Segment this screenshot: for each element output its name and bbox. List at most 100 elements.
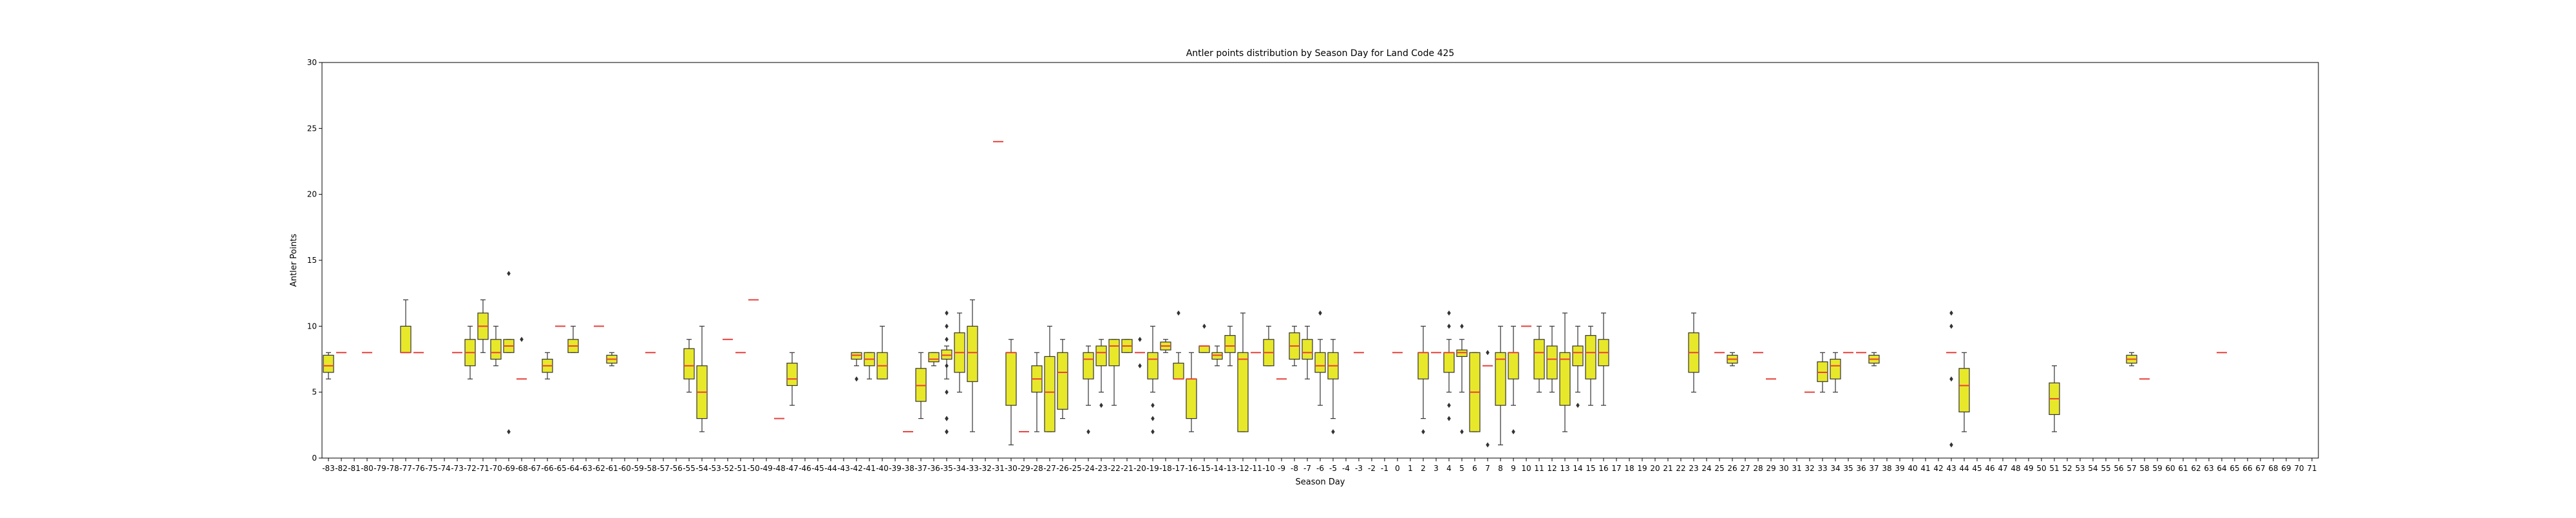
x-tick-label: 49 <box>2023 464 2033 473</box>
box-iqr <box>1817 361 1828 382</box>
chart-title: Antler points distribution by Season Day… <box>1186 48 1455 59</box>
x-tick-label: 30 <box>1779 464 1788 473</box>
x-tick-label: 36 <box>1856 464 1866 473</box>
box-iqr <box>1443 352 1455 373</box>
x-tick-label: -37 <box>914 464 927 473</box>
x-tick-label: 20 <box>1650 464 1660 473</box>
box-iqr <box>1083 352 1094 379</box>
x-tick-label: -1 <box>1381 464 1388 473</box>
box-iqr <box>1302 339 1313 360</box>
outlier-point <box>945 310 949 316</box>
box-iqr <box>1958 368 1970 412</box>
x-tick-label: 17 <box>1611 464 1621 473</box>
x-tick-label: 8 <box>1498 464 1503 473</box>
outlier-point <box>1460 323 1464 329</box>
box-iqr <box>1005 352 1017 406</box>
x-tick-label: 59 <box>2152 464 2162 473</box>
box-iqr <box>851 352 862 360</box>
x-tick-label: 35 <box>1843 464 1853 473</box>
box-iqr <box>1108 339 1120 367</box>
x-tick-label: -56 <box>670 464 683 473</box>
x-tick-label: 43 <box>1946 464 1956 473</box>
box-iqr <box>1585 335 1596 379</box>
x-tick-label: 32 <box>1804 464 1814 473</box>
x-tick-label: 0 <box>1395 464 1400 473</box>
x-tick-label: -59 <box>631 464 644 473</box>
box-iqr <box>1533 339 1545 379</box>
x-tick-label: -2 <box>1368 464 1376 473</box>
outlier-point <box>855 376 858 382</box>
x-tick-label: 57 <box>2126 464 2136 473</box>
x-tick-label: -32 <box>979 464 992 473</box>
outlier-point <box>1576 403 1580 408</box>
outlier-point <box>1460 429 1464 435</box>
x-tick-label: -24 <box>1082 464 1095 473</box>
outlier-point <box>1486 442 1490 448</box>
x-tick-label: 52 <box>2062 464 2072 473</box>
x-tick-label: -34 <box>953 464 966 473</box>
x-tick-label: -55 <box>683 464 696 473</box>
x-tick-label: 66 <box>2242 464 2252 473</box>
x-tick-label: -76 <box>412 464 425 473</box>
x-tick-label: 26 <box>1727 464 1737 473</box>
x-tick-label: 40 <box>1908 464 1917 473</box>
x-tick-label: 27 <box>1740 464 1750 473</box>
x-tick-label: 34 <box>1830 464 1840 473</box>
x-tick-label: 10 <box>1521 464 1531 473</box>
x-tick-label: -74 <box>438 464 451 473</box>
outlier-point <box>1511 429 1515 435</box>
outlier-point <box>507 271 511 276</box>
x-tick-label: 19 <box>1637 464 1647 473</box>
x-tick-label: 48 <box>2011 464 2020 473</box>
x-tick-label: -5 <box>1329 464 1337 473</box>
x-tick-label: 25 <box>1714 464 1724 473</box>
y-axis-label: Antler Points <box>289 234 299 287</box>
outlier-point <box>945 336 949 342</box>
x-tick-label: 39 <box>1895 464 1904 473</box>
x-tick-label: 37 <box>1869 464 1879 473</box>
box-iqr <box>1224 335 1236 353</box>
outlier-point <box>1447 416 1451 421</box>
box-iqr <box>1314 352 1326 373</box>
box-iqr <box>1572 345 1584 367</box>
x-tick-label: -69 <box>502 464 515 473</box>
x-tick-label: -14 <box>1211 464 1224 473</box>
x-tick-label: 16 <box>1598 464 1608 473</box>
box-iqr <box>1173 363 1184 379</box>
x-tick-label: 4 <box>1446 464 1452 473</box>
x-tick-label: -80 <box>361 464 374 473</box>
outlier-point <box>945 429 949 435</box>
x-tick-label: 64 <box>2217 464 2226 473</box>
outlier-point <box>1949 323 1953 329</box>
x-tick-label: 70 <box>2294 464 2304 473</box>
x-tick-label: 14 <box>1573 464 1582 473</box>
x-tick-label: 7 <box>1485 464 1490 473</box>
outlier-point <box>1177 310 1180 316</box>
x-tick-label: -47 <box>786 464 799 473</box>
outlier-point <box>1202 323 1206 329</box>
outlier-point <box>1151 403 1155 408</box>
x-tick-label: 38 <box>1882 464 1891 473</box>
x-tick-label: 51 <box>2049 464 2059 473</box>
x-tick-label: -43 <box>837 464 850 473</box>
x-tick-label: -11 <box>1249 464 1262 473</box>
x-tick-label: -13 <box>1224 464 1236 473</box>
x-tick-label: 28 <box>1753 464 1763 473</box>
x-tick-label: -8 <box>1291 464 1298 473</box>
x-tick-label: -83 <box>322 464 335 473</box>
x-tick-label: 29 <box>1766 464 1776 473</box>
box-iqr <box>1057 352 1068 410</box>
x-tick-label: -9 <box>1278 464 1285 473</box>
y-tick-label: 20 <box>307 190 317 199</box>
box-iqr <box>1237 352 1249 432</box>
x-tick-label: 56 <box>2114 464 2123 473</box>
outlier-point <box>1949 442 1953 448</box>
x-tick-label: 46 <box>1985 464 1994 473</box>
box-iqr <box>967 325 978 382</box>
x-tick-label: -12 <box>1236 464 1249 473</box>
x-tick-label: -18 <box>1159 464 1172 473</box>
outlier-point <box>1447 403 1451 408</box>
x-tick-label: -64 <box>567 464 580 473</box>
box-iqr <box>683 348 695 379</box>
x-tick-label: -35 <box>940 464 953 473</box>
